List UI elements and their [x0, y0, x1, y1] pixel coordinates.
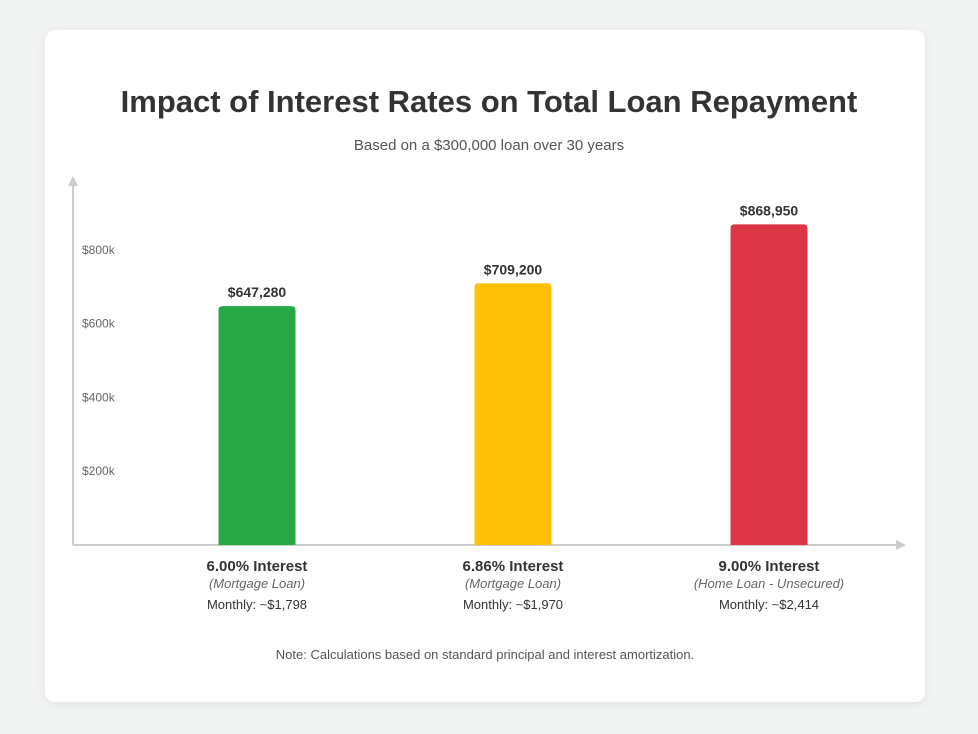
x-axis-arrow — [896, 540, 906, 550]
y-tick-label: $400k — [82, 390, 116, 404]
chart-subtitle: Based on a $300,000 loan over 30 years — [353, 137, 625, 154]
bar-value-label: $647,280 — [228, 284, 287, 300]
chart-note: Note: Calculations based on standard pri… — [275, 647, 695, 662]
bar — [218, 306, 296, 545]
y-tick-label: $800k — [82, 243, 116, 257]
category-label: 9.00% Interest (Home Loan - Unsecured) Mon… — [649, 558, 889, 612]
category-name: 6.00% Interest — [206, 558, 308, 575]
bar-value-label: $868,950 — [740, 202, 799, 218]
loan-type: (Home Loan - Unsecured) — [693, 576, 845, 591]
y-axis-arrow — [68, 176, 78, 186]
bar — [730, 224, 808, 545]
y-tick-label: $200k — [82, 464, 116, 478]
loan-type: (Mortgage Loan) — [208, 576, 306, 591]
monthly-payment: Monthly: ~$1,798 — [206, 597, 308, 612]
bar-value-label: $709,200 — [484, 261, 543, 277]
loan-type: (Mortgage Loan) — [464, 576, 562, 591]
category-name: 6.86% Interest — [462, 558, 564, 575]
y-tick-label: $600k — [82, 317, 116, 331]
bar — [474, 283, 552, 545]
category-label: 6.86% Interest (Mortgage Loan) Monthly: ~$… — [393, 558, 633, 612]
category-name: 9.00% Interest — [718, 558, 820, 575]
category-label: 6.00% Interest (Mortgage Loan) Monthly: ~$… — [137, 558, 377, 612]
monthly-payment: Monthly: ~$1,970 — [462, 597, 564, 612]
chart-title: Impact of Interest Rates on Total Loan R… — [120, 84, 858, 119]
monthly-payment: Monthly: ~$2,414 — [718, 597, 820, 612]
